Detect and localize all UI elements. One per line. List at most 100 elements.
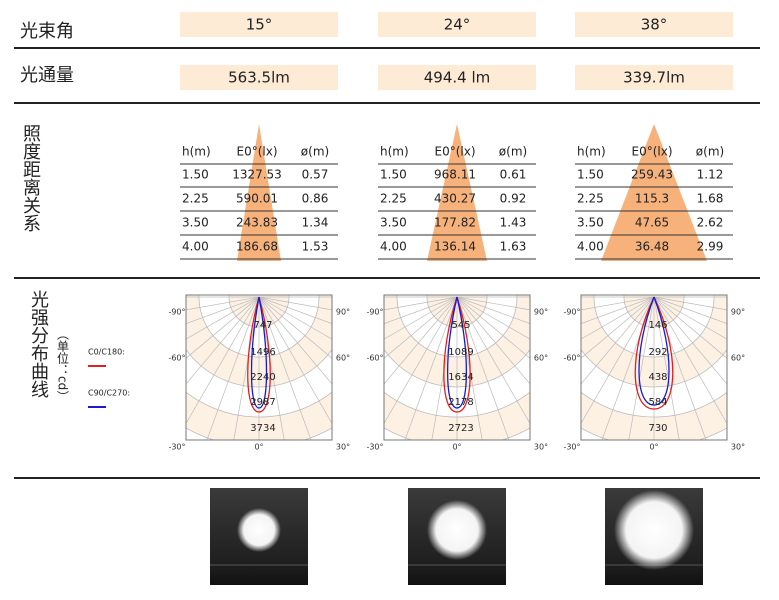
polar-spoke	[384, 296, 458, 324]
polar-spoke	[258, 296, 332, 425]
ring-value: 1634	[448, 372, 473, 383]
beam-cone	[601, 124, 707, 261]
unit-label: （单位：cd）	[56, 328, 70, 402]
polar-spoke	[186, 296, 260, 324]
table-header: h(m)	[577, 145, 606, 159]
polar-spoke	[653, 296, 727, 340]
angle-label: -90°	[168, 308, 185, 317]
light-spot	[427, 500, 487, 560]
table-cell: 136.14	[434, 240, 476, 254]
table-cell: 3.50	[577, 216, 604, 230]
table-cell: 2.62	[697, 216, 724, 230]
polar-grid	[384, 295, 530, 440]
value-box	[180, 65, 338, 90]
table-header: E0°(lx)	[631, 145, 672, 159]
table-cell: 2.25	[182, 192, 209, 206]
table-cell: 2.25	[577, 192, 604, 206]
polar-spoke	[581, 296, 655, 385]
beam-angle: 15°	[246, 16, 273, 34]
angle-label: 90°	[534, 308, 548, 317]
polar-spoke	[384, 296, 458, 385]
ring-value: 545	[451, 320, 470, 331]
ring-value: 2178	[448, 397, 473, 408]
polar-frame	[185, 294, 333, 441]
table-cell: 2.99	[697, 240, 724, 254]
table-cell: 115.3	[635, 192, 669, 206]
polar-spoke	[653, 296, 727, 359]
intensity-curve	[443, 296, 471, 413]
polar-spoke	[384, 296, 458, 359]
table-cell: 2.25	[380, 192, 407, 206]
polar-spoke	[186, 296, 260, 425]
angle-label: 90°	[731, 308, 745, 317]
angle-label: -90°	[366, 308, 383, 317]
table-cell: 1.63	[500, 240, 527, 254]
polar-diagram: 146 292 438 584 730 -90° 90° -60° 60° -30° 0° 30°	[563, 294, 745, 452]
table-cell: 3.50	[380, 216, 407, 230]
angle-label: -30°	[563, 443, 580, 452]
polar-grid	[581, 295, 727, 440]
polar-spoke	[581, 296, 655, 324]
table-cell: 0.57	[302, 168, 329, 182]
angle-label: 90°	[336, 308, 350, 317]
table-cell: 177.82	[434, 216, 476, 230]
polar-spoke	[581, 296, 655, 359]
table-cell: 1.50	[577, 168, 604, 182]
value-box	[378, 12, 536, 37]
separators	[14, 47, 760, 479]
table-header: E0°(lx)	[236, 145, 277, 159]
table-header: ø(m)	[696, 145, 724, 159]
polar-spoke	[233, 296, 260, 440]
ring-value: 3734	[250, 423, 275, 434]
table-cell: 968.11	[434, 168, 476, 182]
angle-label: 60°	[336, 354, 350, 363]
angle-label: -30°	[366, 443, 383, 452]
polar-spoke	[601, 296, 655, 440]
luminous-flux: 339.7lm	[623, 69, 685, 87]
angle-label: 60°	[534, 354, 548, 363]
luminous-flux: 494.4 lm	[424, 69, 491, 87]
value-box	[575, 12, 733, 37]
ring-value: 2723	[448, 423, 473, 434]
row-label: 照度距离关系	[20, 124, 41, 232]
polar-spoke	[653, 296, 707, 440]
table-cell: 1.12	[697, 168, 724, 182]
value-box	[378, 65, 536, 90]
beam-cone	[427, 124, 487, 261]
polar-spoke	[258, 296, 332, 359]
table-cell: 36.48	[635, 240, 669, 254]
ring-value: 1089	[448, 347, 473, 358]
table-cell: 259.43	[631, 168, 673, 182]
polar-spoke	[653, 296, 680, 440]
table-header: E0°(lx)	[434, 145, 475, 159]
polar-spoke	[404, 296, 458, 440]
polar-spoke	[581, 296, 655, 311]
table-header: h(m)	[182, 145, 211, 159]
angle-label: -90°	[563, 308, 580, 317]
ring-value: 747	[253, 320, 272, 331]
angle-label: 60°	[731, 354, 745, 363]
table-cell: 1.43	[500, 216, 527, 230]
table-cell: 1.53	[302, 240, 329, 254]
angle-label: -60°	[563, 354, 580, 363]
polar-grid	[186, 295, 332, 440]
polar-spoke	[653, 296, 727, 425]
polar-spoke	[384, 296, 458, 425]
table-cell: 430.27	[434, 192, 476, 206]
polar-spoke	[581, 296, 655, 425]
row-label: 光通量	[20, 65, 74, 86]
table-cell: 1327.53	[232, 168, 282, 182]
polar-spoke	[384, 296, 458, 340]
polar-diagram: 545 1089 1634 2178 2723 -90° 90° -60° 60° -30° 0° 3…	[366, 294, 548, 452]
value-box	[575, 65, 733, 90]
ring-value: 730	[648, 423, 667, 434]
polar-spoke	[206, 296, 260, 440]
polar-spoke	[186, 296, 260, 311]
ring-value: 2240	[250, 372, 275, 383]
value-box	[180, 12, 338, 37]
polar-spoke	[456, 296, 530, 425]
polar-spoke	[258, 296, 312, 440]
legend-label: C90/C270:	[88, 389, 130, 398]
table-cell: 4.00	[577, 240, 604, 254]
